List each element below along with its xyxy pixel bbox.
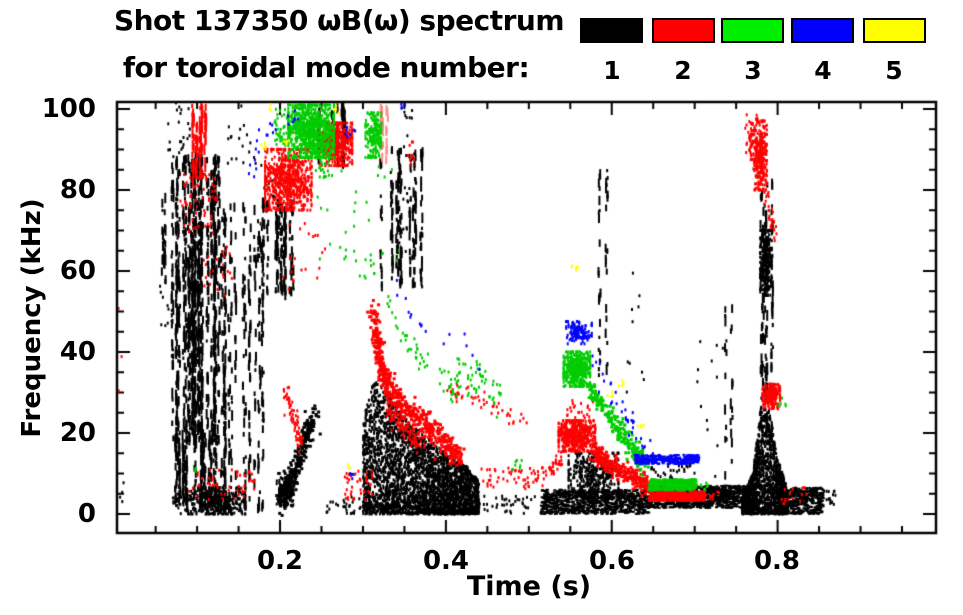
x-tick-label-0.2: 0.2 [256,546,304,576]
y-tick-label-0: 0 [77,499,96,529]
y-axis-label: Frequency (kHz) [17,198,47,438]
y-tick-label-60: 60 [59,256,96,286]
y-tick-label-80: 80 [59,175,96,205]
legend-label-mode-5: 5 [885,56,903,85]
legend-label-mode-3: 3 [744,56,762,85]
y-tick-label-20: 20 [59,418,96,448]
x-tick-label-0.8: 0.8 [753,546,801,576]
legend-label-mode-2: 2 [674,56,692,85]
x-tick-label-0.4: 0.4 [422,546,470,576]
legend-swatch-mode-3 [721,18,784,43]
legend-label-mode-1: 1 [603,56,621,85]
y-tick-label-40: 40 [59,337,96,367]
x-axis-label: Time (s) [466,571,592,602]
legend-swatch-mode-5 [863,18,926,43]
x-tick-label-0.6: 0.6 [588,546,636,576]
legend-swatch-mode-4 [791,18,854,43]
legend-label-mode-4: 4 [814,56,832,85]
figure-title-line2: for toroidal mode number: [122,51,530,84]
y-tick-label-100: 100 [41,94,96,124]
legend-swatch-mode-1 [580,18,643,43]
figure-title-line1: Shot 137350 ωB(ω) spectrum [113,4,565,37]
legend-swatch-mode-2 [652,18,715,43]
